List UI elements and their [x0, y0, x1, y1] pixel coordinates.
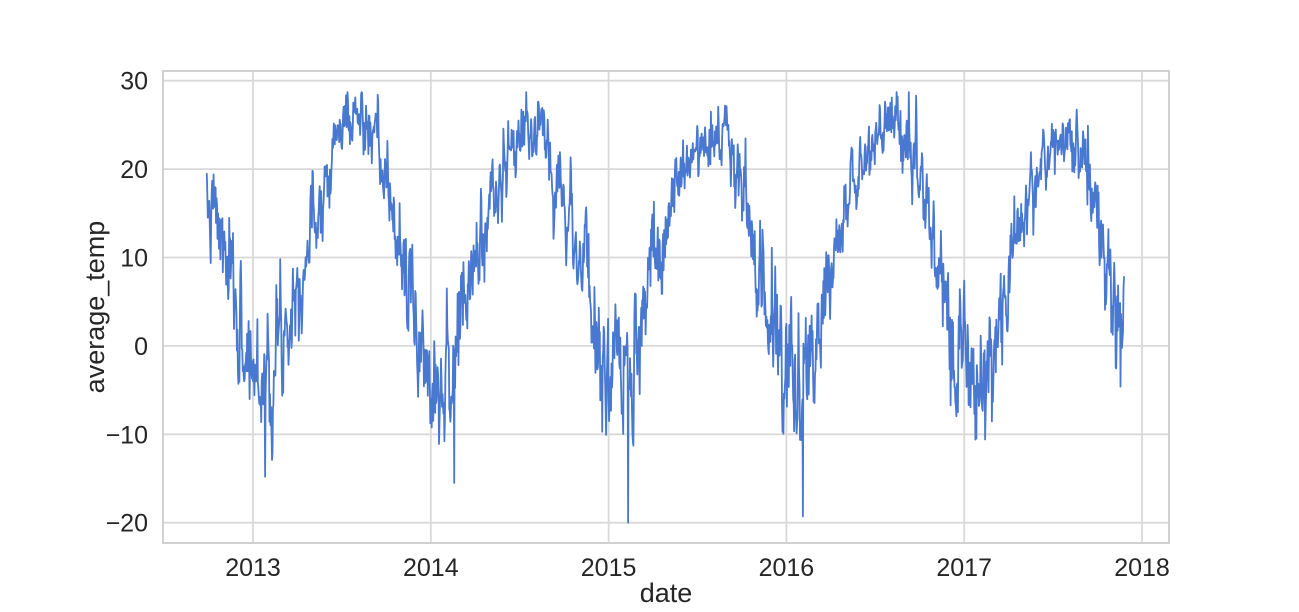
x-axis-title: date — [640, 578, 693, 608]
temperature-line — [205, 91, 1125, 524]
x-tick-label: 2013 — [225, 554, 281, 582]
x-tick-label: 2016 — [759, 554, 815, 582]
y-tick-label: 20 — [120, 156, 148, 184]
grid-layer — [163, 71, 1169, 543]
plot-border — [162, 70, 1170, 544]
x-tick-label: 2018 — [1114, 554, 1170, 582]
y-tick-label: 0 — [134, 333, 148, 361]
y-axis-title: average_temp — [80, 221, 110, 394]
series-layer — [205, 91, 1125, 524]
y-tick-label: 30 — [120, 68, 148, 96]
y-tick-label: −20 — [106, 510, 148, 538]
x-tick-label: 2015 — [581, 554, 637, 582]
x-tick-label: 2014 — [403, 554, 459, 582]
y-tick-label: −10 — [106, 421, 148, 449]
y-tick-label: 10 — [120, 245, 148, 273]
x-tick-label: 2017 — [936, 554, 992, 582]
tick-layer: 30 20 10 0 −10 −20 2013 2014 2015 2016 2017 2018 — [106, 68, 1170, 582]
